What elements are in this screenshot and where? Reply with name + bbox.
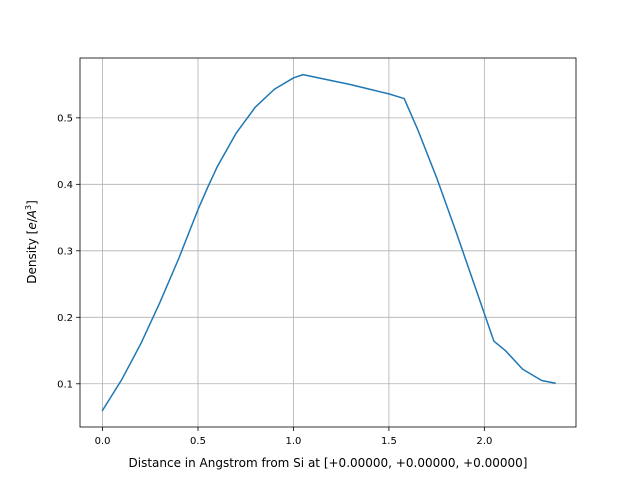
grid-lines bbox=[80, 58, 576, 427]
x-tick-label: 0.5 bbox=[190, 436, 206, 447]
y-axis-label-unit-exp: 3 bbox=[24, 205, 33, 210]
density-curve bbox=[101, 73, 556, 412]
y-axis-ticks: 0.1 0.2 0.3 0.4 0.5 bbox=[57, 113, 80, 390]
x-tick-label: 0.0 bbox=[95, 436, 111, 447]
x-tick-label: 1.0 bbox=[285, 436, 301, 447]
y-tick-label: 0.1 bbox=[57, 379, 73, 390]
y-tick-label: 0.3 bbox=[57, 246, 73, 257]
y-tick-label: 0.4 bbox=[57, 180, 73, 191]
y-axis-label-suffix: ] bbox=[25, 200, 39, 205]
x-axis-label: Distance in Angstrom from Si at [+0.0000… bbox=[129, 456, 528, 470]
y-axis-label-unit-e: e bbox=[25, 222, 39, 229]
x-axis-ticks: 0.0 0.5 1.0 1.5 2.0 bbox=[95, 427, 492, 447]
y-axis-label: Density [e/A3] bbox=[24, 200, 39, 284]
x-tick-label: 2.0 bbox=[476, 436, 492, 447]
x-tick-label: 1.5 bbox=[381, 436, 397, 447]
y-tick-label: 0.2 bbox=[57, 313, 73, 324]
y-axis-label-unit-a: A bbox=[25, 210, 39, 219]
y-axis-label-prefix: Density [ bbox=[25, 230, 39, 284]
y-tick-label: 0.5 bbox=[57, 113, 73, 124]
y-axis-label-unit-slash: / bbox=[25, 217, 39, 222]
plot-frame bbox=[79, 57, 577, 428]
